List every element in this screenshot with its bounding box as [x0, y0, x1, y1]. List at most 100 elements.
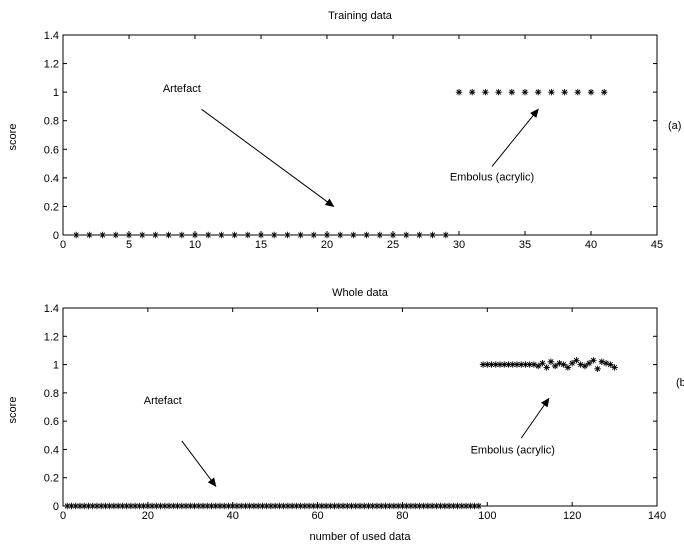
data-point: [170, 502, 177, 510]
data-point: [246, 502, 253, 510]
data-point: [585, 359, 593, 367]
data-point: [339, 502, 347, 510]
data-point: [386, 502, 393, 510]
data-point: [564, 364, 572, 371]
data-point: [271, 231, 278, 239]
data-point: [508, 88, 515, 96]
data-point: [382, 502, 389, 510]
y-tick-label: 0.4: [44, 444, 59, 456]
data-point: [535, 362, 542, 370]
data-point: [428, 502, 436, 510]
data-point: [560, 361, 567, 368]
data-point: [250, 502, 258, 510]
data-point: [350, 231, 357, 239]
data-point: [573, 357, 580, 364]
data-point: [568, 359, 576, 367]
data-point: [178, 502, 185, 510]
data-point: [93, 502, 101, 510]
annotation-label: Artefact: [144, 395, 182, 407]
data-point: [590, 357, 597, 364]
data-point: [136, 502, 143, 510]
data-point: [337, 231, 344, 239]
data-point: [284, 231, 291, 239]
data-point: [462, 502, 470, 510]
data-point: [441, 502, 449, 510]
data-point: [356, 502, 364, 510]
data-point: [437, 502, 444, 510]
y-tick-label: 1.2: [44, 59, 59, 71]
annotation-arrow: [201, 108, 335, 208]
data-point: [429, 231, 436, 239]
y-tick-label: 1: [53, 87, 59, 99]
data-point: [86, 231, 93, 239]
y-axis-label: score: [7, 124, 19, 151]
x-tick-label: 100: [478, 510, 496, 522]
x-tick-label: 45: [651, 239, 663, 251]
data-point: [543, 364, 550, 371]
data-point: [548, 88, 555, 96]
axis-ticks: [62, 307, 658, 507]
data-point: [216, 502, 224, 510]
data-point: [547, 358, 555, 365]
data-point: [72, 502, 79, 510]
data-point: [112, 231, 119, 239]
data-point: [378, 502, 385, 510]
data-point: [144, 502, 152, 510]
data-point: [518, 361, 525, 368]
data-point: [365, 502, 372, 510]
data-point: [205, 231, 212, 239]
data-point: [229, 502, 236, 510]
data-point: [140, 502, 147, 510]
data-point: [242, 502, 249, 510]
data-point: [454, 502, 461, 510]
data-point: [191, 502, 198, 510]
x-tick-label: 20: [142, 510, 154, 522]
x-tick-label: 10: [189, 239, 201, 251]
x-tick-label: 20: [321, 239, 333, 251]
data-point: [301, 502, 309, 510]
data-point: [399, 502, 406, 510]
y-tick-label: 0.2: [44, 201, 59, 213]
y-tick-label: 0: [53, 501, 59, 513]
data-point: [361, 502, 368, 510]
data-point: [501, 361, 508, 368]
data-point: [513, 361, 521, 368]
data-point: [148, 502, 156, 510]
plot-panel-training: Training data score (a) 0 5 10 15 20 25 30 35 40…: [7, 10, 681, 251]
data-point: [284, 502, 292, 510]
data-point: [276, 502, 283, 510]
x-tick-label: 60: [311, 510, 323, 522]
y-tick-label: 0: [53, 230, 59, 242]
data-point: [195, 502, 202, 510]
x-tick-label: 15: [255, 239, 267, 251]
chart-title: Whole data: [332, 287, 389, 299]
plot-area: [62, 34, 658, 236]
data-points: [64, 357, 618, 510]
y-tick-label: 0.4: [44, 173, 59, 185]
data-point: [522, 361, 529, 368]
data-point: [64, 502, 71, 510]
data-point: [390, 502, 398, 510]
x-axis-label: number of used data: [310, 531, 412, 543]
annotation-label: Artefact: [163, 83, 201, 95]
y-tick-label: 1.2: [44, 331, 59, 343]
data-point: [257, 231, 265, 239]
axis-tick-labels: 0 5 10 15 20 25 30 35 40 45 0 0.2 0.4 0.6 0.8 1 1.2 1.4: [44, 30, 663, 251]
x-tick-label: 35: [519, 239, 531, 251]
data-point: [174, 502, 181, 510]
data-point: [488, 361, 495, 368]
data-point: [352, 502, 359, 510]
y-tick-label: 0.6: [44, 416, 59, 428]
data-point: [581, 362, 589, 370]
data-point: [539, 359, 546, 367]
data-point: [305, 502, 313, 510]
data-point: [125, 231, 133, 239]
data-point: [123, 502, 130, 510]
data-point: [99, 231, 106, 239]
data-point: [475, 502, 482, 510]
data-point: [509, 361, 516, 368]
data-point: [165, 502, 173, 510]
data-point: [110, 502, 118, 510]
data-point: [323, 231, 331, 239]
data-point: [561, 88, 568, 96]
